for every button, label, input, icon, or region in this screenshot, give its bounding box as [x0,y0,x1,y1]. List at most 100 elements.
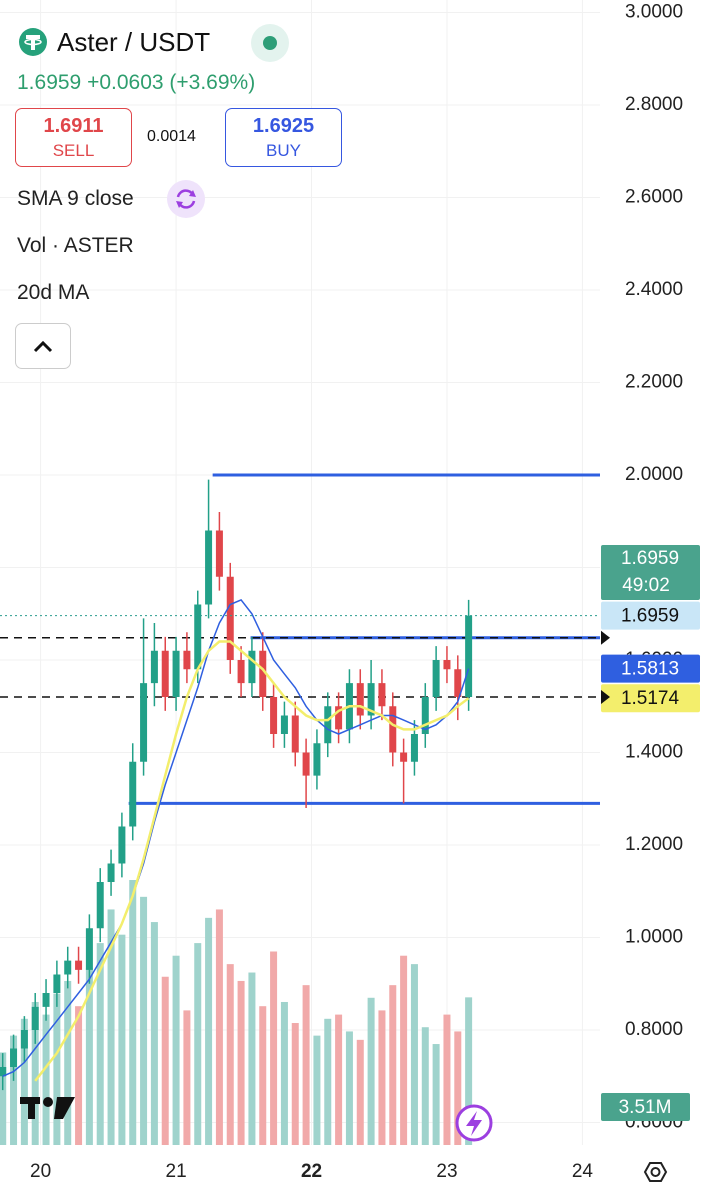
candle-body [226,576,234,660]
volume-bar [150,922,158,1145]
candle-body [140,683,148,762]
buy-button[interactable]: 1.6925 BUY [225,108,342,167]
candle-body [96,882,104,929]
candle-body [194,604,202,670]
volume-bar [140,896,148,1145]
y-tick-label: 2.2000 [625,372,683,393]
volume-bar [313,1035,321,1145]
indicator-label: 1.5174 [621,688,680,709]
buy-price: 1.6925 [252,115,315,137]
candle-body [421,697,429,734]
volume-bar [31,1001,39,1145]
candle-body [129,761,137,827]
candle-body [85,928,93,970]
candle-body [150,650,158,684]
candle-body [53,974,61,993]
candle-body [270,697,278,734]
volume-bar [356,1039,364,1145]
tether-icon [19,28,47,56]
volume-bar [129,880,137,1145]
sell-label: SELL [52,141,95,160]
indicator-line [2,598,470,1077]
last-price: 1.6959 [621,548,679,569]
volume-bar [75,1006,83,1145]
status-indicator [251,24,289,62]
y-tick-label: 2.4000 [625,279,683,300]
candle-body [107,863,115,882]
volume-bar [421,1027,429,1145]
level-marker [601,630,610,645]
sell-button[interactable]: 1.6911 SELL [15,108,132,167]
indicator-label-box [601,684,700,713]
y-tick-label: 2.8000 [625,94,683,115]
price-label-box [601,601,700,630]
y-tick-label: 1.2000 [625,834,683,855]
volume-bar [400,955,408,1145]
chevron-icon [33,340,53,353]
candle-body [389,706,397,753]
logo [20,1097,75,1119]
buy-label: BUY [266,141,301,160]
collapse-button[interactable] [15,323,71,369]
quick-action-button[interactable] [455,1104,493,1142]
volume-bar [324,1018,332,1145]
candle-body [432,660,440,697]
volume-bar [443,1014,451,1145]
volume-bar [345,1031,353,1145]
volume-bar [172,955,180,1145]
volume-bar [432,1044,440,1145]
refresh-icon[interactable] [166,179,206,219]
candle-body [237,660,245,684]
candle-body [205,530,213,605]
x-tick-label: 22 [301,1161,322,1182]
candle-body [31,1006,39,1030]
legend-sma[interactable]: SMA 9 close [17,187,134,210]
volume-bar [20,1018,28,1145]
y-tick-label: 1.4000 [625,742,683,763]
countdown-box [601,545,700,600]
legend-ma[interactable]: 20d MA [17,281,90,304]
volume-bar [96,943,104,1145]
candle-body [20,1030,28,1049]
volume-bar [302,985,310,1145]
candle-body [280,715,288,734]
candle-body [0,1067,7,1077]
candle-body [302,752,310,776]
volume-bar [194,943,202,1145]
volume-bar [378,1010,386,1145]
volume-bar [367,997,375,1145]
volume-bar [118,934,126,1145]
candle-body [335,706,343,730]
candle-body [172,650,180,697]
volume-bar [85,968,93,1145]
symbol: Aster / USDT [57,27,211,57]
x-tick-label: 20 [30,1161,51,1182]
volume-bar [248,972,256,1145]
candle-body [410,734,418,762]
volume-bar [410,964,418,1145]
settings-button[interactable] [643,1162,668,1182]
level-marker [601,690,610,704]
volume-bar [259,1006,267,1145]
volume-label: 3.51M [619,1097,672,1118]
legend-volume[interactable]: Vol · ASTER [17,234,134,257]
volume-bar [335,1014,343,1145]
candle-body [64,960,72,975]
candle-body [248,650,256,684]
indicator-line [34,640,470,1082]
candle-body [259,650,267,697]
volume-bar [107,909,115,1145]
volume-bar [215,909,223,1145]
overlay: 0.60000.80001.00001.20001.40001.60001.80… [30,2,700,1182]
candle-body [454,669,462,697]
volume-bar [237,980,245,1145]
x-tick-label: 24 [572,1161,594,1182]
quote: 1.6959 +0.0603 (+3.69%) [17,71,256,94]
candle-body [400,752,408,762]
spread: 0.0014 [147,128,196,145]
candle-body [313,743,321,776]
indicator-label: 1.5813 [621,659,679,680]
volume-bar [205,917,213,1145]
y-tick-label: 1.0000 [625,927,683,948]
